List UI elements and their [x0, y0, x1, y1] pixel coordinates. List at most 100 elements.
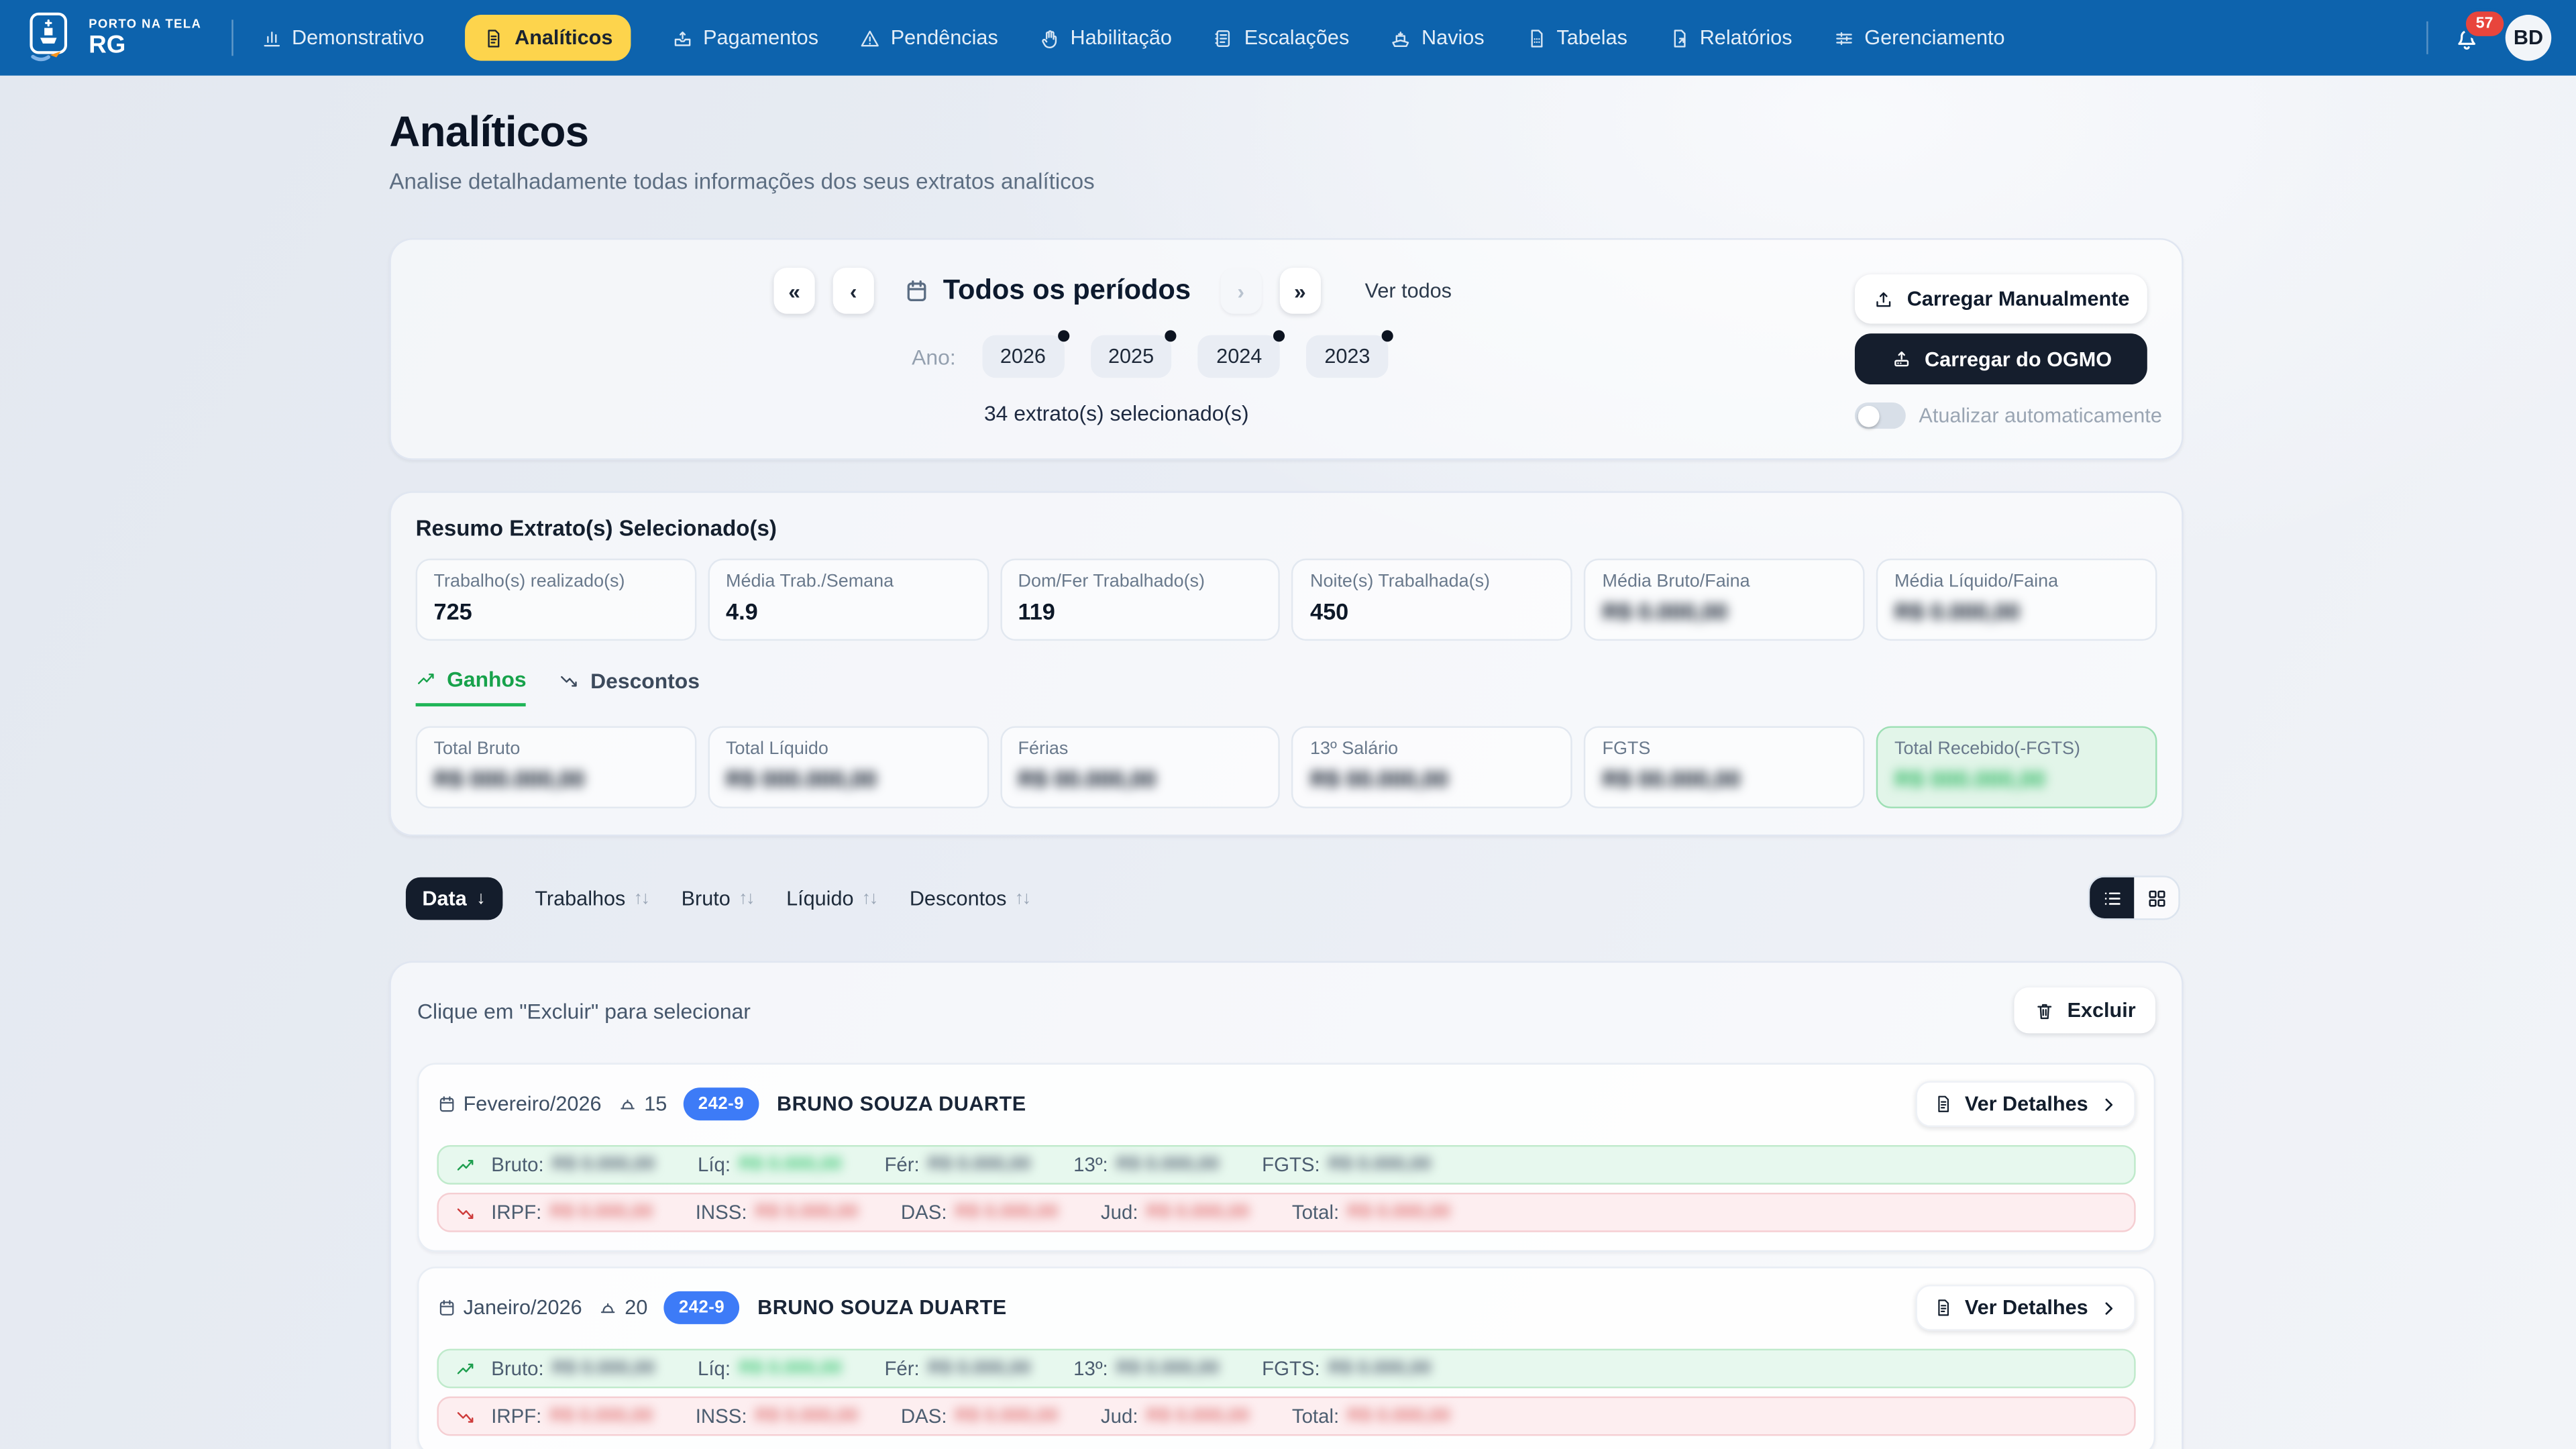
- value-label: IRPF:: [491, 1201, 542, 1224]
- value-label: Jud:: [1100, 1404, 1138, 1428]
- masked-value: R$ 00.000,00: [1310, 765, 1448, 792]
- registration-badge: 242-9: [683, 1087, 759, 1121]
- nav-item-habilitacao[interactable]: Habilitação: [1039, 26, 1172, 49]
- value-pair: Fér: R$ 0.000,00: [884, 1357, 1030, 1380]
- nav-item-gerenciamento[interactable]: Gerenciamento: [1833, 26, 2005, 49]
- file-text-icon: [1938, 1299, 1949, 1316]
- extract-row[interactable]: Janeiro/2026 20 242-9 BRUNO SOUZA DUARTE…: [417, 1267, 2156, 1449]
- auto-update-toggle[interactable]: [1854, 402, 1906, 429]
- nav-item-escalacoes[interactable]: Escalações: [1213, 26, 1349, 49]
- masked-value: R$ 0.000,00: [1328, 1358, 1432, 1379]
- topbar: PORTO NA TELA RG Demonstrativo Analítico…: [0, 0, 2576, 76]
- nav-divider: [231, 19, 233, 56]
- masked-value: R$ 0.000,00: [551, 1358, 655, 1379]
- masked-value: R$ 0.000,00: [755, 1406, 859, 1426]
- notification-badge: 57: [2463, 7, 2507, 39]
- page-title: Analíticos: [389, 107, 589, 156]
- year-selected-dot: [1381, 330, 1393, 342]
- sort-toolbar: Data ↓ Trabalhos ↑↓ Bruto ↑↓ Líquido ↑↓ Desc…: [389, 875, 2183, 920]
- extract-row[interactable]: Fevereiro/2026 15 242-9 BRUNO SOUZA DUAR…: [417, 1063, 2156, 1252]
- year-chip-2025[interactable]: 2025: [1090, 330, 1177, 378]
- ver-detalhes-button[interactable]: Ver Detalhes: [1915, 1081, 2136, 1128]
- nav-item-analiticos[interactable]: Analíticos: [465, 15, 631, 61]
- masked-value: R$ 0.000,00: [927, 1358, 1031, 1379]
- nav-item-navios[interactable]: Navios: [1391, 26, 1485, 49]
- sort-bruto-button[interactable]: Bruto ↑↓: [681, 886, 755, 910]
- list-view-button[interactable]: [2090, 877, 2135, 918]
- upload-tray-icon: [1894, 351, 1909, 367]
- masked-value: R$ 00.000,00: [1018, 765, 1157, 792]
- value-pair: IRPF: R$ 0.000,00: [491, 1201, 653, 1224]
- topbar-right-divider: [2426, 21, 2428, 54]
- excluir-button[interactable]: Excluir: [2015, 987, 2156, 1034]
- extract-period: Fevereiro/2026: [437, 1093, 602, 1116]
- carregar-ogmo-button[interactable]: Carregar do OGMO: [1854, 333, 2147, 385]
- first-period-button[interactable]: «: [773, 268, 815, 314]
- list-view-icon: [2104, 892, 2120, 904]
- nav-item-pagamentos[interactable]: Pagamentos: [672, 26, 818, 49]
- worker-name: BRUNO SOUZA DUARTE: [776, 1092, 1026, 1116]
- value-pair: FGTS: R$ 0.000,00: [1262, 1153, 1431, 1176]
- sort-arrows-icon: ↑↓: [739, 888, 755, 908]
- tab-descontos[interactable]: Descontos: [559, 667, 700, 706]
- works-count: 20: [598, 1296, 647, 1320]
- main-content: Analíticos Analise detalhadamente todas …: [389, 76, 2184, 1449]
- sort-liquido-button[interactable]: Líquido ↑↓: [786, 886, 878, 910]
- masked-value: R$ 0.000,00: [1116, 1155, 1220, 1175]
- gains-bar: Bruto: R$ 0.000,00 Líq: R$ 0.000,00 Fér: R$ 0…: [437, 1348, 2136, 1389]
- year-filter-row: Ano: 2026 2025 2024 2023: [912, 330, 1452, 378]
- summary-stats-row: Trabalho(s) realizado(s) 725 Média Trab./…: [415, 558, 2157, 641]
- masked-value: R$ 0.000,00: [739, 1155, 842, 1175]
- sort-data-button[interactable]: Data ↓: [405, 876, 502, 920]
- nav-item-demonstrativo[interactable]: Demonstrativo: [261, 26, 424, 49]
- year-chip-2026[interactable]: 2026: [981, 330, 1069, 378]
- value-pair: Fér: R$ 0.000,00: [884, 1153, 1030, 1176]
- extract-row-header: Fevereiro/2026 15 242-9 BRUNO SOUZA DUAR…: [437, 1081, 2136, 1128]
- ver-todos-link[interactable]: Ver todos: [1364, 279, 1452, 303]
- tab-ganhos[interactable]: Ganhos: [415, 667, 527, 707]
- prev-period-button[interactable]: ‹: [833, 268, 874, 314]
- value-label: Líq:: [698, 1356, 731, 1381]
- masked-value: R$ 0.000,00: [1347, 1406, 1450, 1426]
- total-recebido-card: Total Recebido(-FGTS) R$ 000.000,00: [1876, 726, 2157, 808]
- value-label: IRPF:: [491, 1404, 542, 1428]
- brand-bottom-text: RG: [89, 32, 126, 60]
- carregar-manualmente-button[interactable]: Carregar Manualmente: [1854, 274, 2147, 324]
- grid-view-button[interactable]: [2134, 877, 2178, 918]
- nav-item-tabelas[interactable]: Tabelas: [1525, 26, 1627, 49]
- masked-value: R$ 00.000,00: [1602, 765, 1741, 792]
- fgts-card: FGTS R$ 00.000,00: [1584, 726, 1865, 808]
- ferias-card: Férias R$ 00.000,00: [1000, 726, 1281, 808]
- view-switcher: [2088, 875, 2180, 920]
- next-period-button[interactable]: ›: [1220, 268, 1262, 314]
- works-count: 15: [618, 1093, 667, 1116]
- grid-view-icon: [2148, 890, 2165, 906]
- value-label: INSS:: [695, 1404, 747, 1428]
- value-pair: Total: R$ 0.000,00: [1292, 1405, 1450, 1428]
- sort-options: Data ↓ Trabalhos ↑↓ Bruto ↑↓ Líquido ↑↓ Desc…: [405, 876, 1031, 920]
- auto-update-row: Atualizar automaticamente: [1854, 402, 2162, 429]
- trend-down-icon: [457, 1411, 474, 1422]
- topbar-right: 57 BD: [2426, 7, 2552, 61]
- notifications-button[interactable]: 57: [2453, 7, 2507, 52]
- ver-detalhes-button[interactable]: Ver Detalhes: [1915, 1285, 2136, 1331]
- value-pair: INSS: R$ 0.000,00: [696, 1405, 858, 1428]
- deductions-bar: IRPF: R$ 0.000,00 INSS: R$ 0.000,00 DAS: R$ 0…: [437, 1192, 2136, 1232]
- masked-value: R$ 0.000,00: [955, 1202, 1059, 1223]
- nav-item-relatorios[interactable]: Relatórios: [1668, 26, 1792, 49]
- sort-descontos-button[interactable]: Descontos ↑↓: [909, 886, 1031, 910]
- value-pair: Bruto: R$ 0.000,00: [491, 1357, 655, 1380]
- nav-item-pendencias[interactable]: Pendências: [859, 26, 998, 49]
- year-chip-2023[interactable]: 2023: [1306, 330, 1393, 378]
- masked-value: R$ 0.000,00: [549, 1202, 653, 1223]
- deductions-bar: IRPF: R$ 0.000,00 INSS: R$ 0.000,00 DAS: R$ 0…: [437, 1396, 2136, 1436]
- last-period-button[interactable]: »: [1279, 268, 1321, 314]
- table-doc-icon: [1530, 29, 1542, 47]
- masked-value: R$ 0.000,00: [927, 1155, 1031, 1175]
- trend-down-icon: [561, 676, 578, 687]
- masked-value: R$ 0.000,00: [1116, 1358, 1220, 1379]
- year-chip-2024[interactable]: 2024: [1198, 330, 1285, 378]
- user-avatar[interactable]: BD: [2505, 15, 2552, 61]
- value-pair: FGTS: R$ 0.000,00: [1262, 1357, 1431, 1380]
- sort-trabalhos-button[interactable]: Trabalhos ↑↓: [535, 886, 650, 910]
